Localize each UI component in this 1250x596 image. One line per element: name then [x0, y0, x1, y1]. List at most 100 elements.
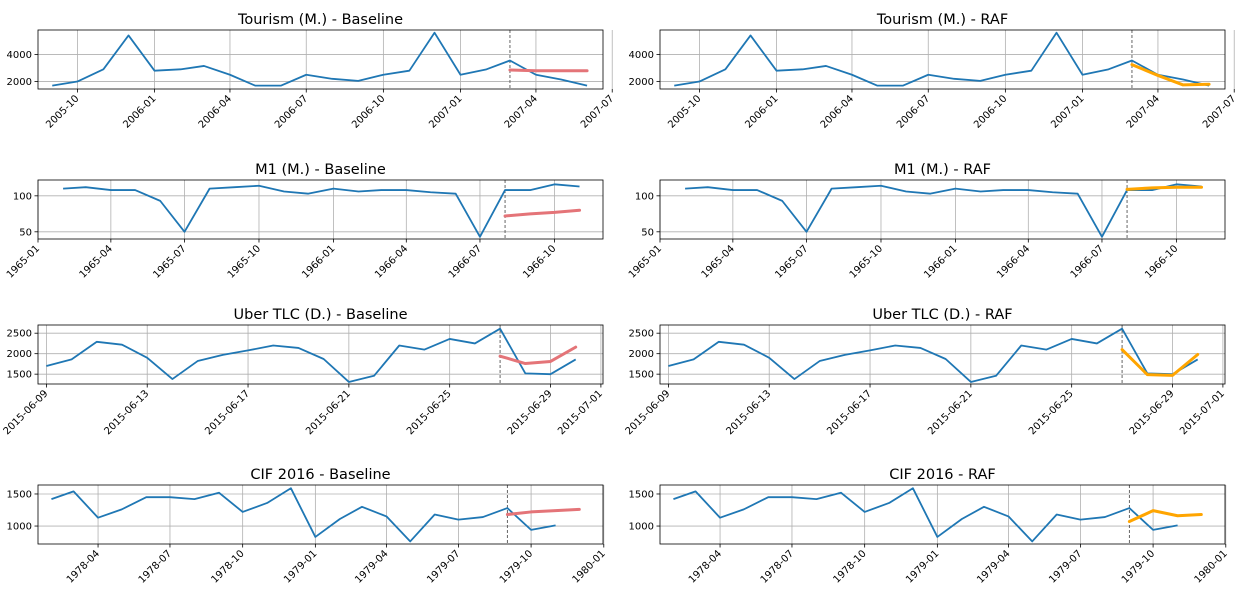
y-tick-label: 1000 — [629, 522, 654, 533]
x-tick-label: 2006-10 — [350, 93, 387, 130]
x-tick-label: 2015-07-01 — [1178, 388, 1227, 437]
x-tick-label: 2007-01 — [1049, 93, 1086, 130]
x-tick-label: 2006-01 — [121, 93, 158, 130]
chart-title: CIF 2016 - RAF — [889, 467, 995, 483]
chart-panel-1: Tourism (M.) - Baseline 2005-10 2006-01 200… — [7, 12, 617, 131]
x-tick-label: 1979-01 — [282, 548, 319, 585]
raf-forecast-line — [1125, 185, 1204, 191]
chart-panel-2: Tourism (M.) - RAF 2005-10 2006-01 2006-04 2… — [629, 12, 1239, 131]
x-tick-label: 2015-06-25 — [405, 388, 454, 437]
x-tick-label: 1979-01 — [904, 548, 941, 585]
y-tick-label: 2500 — [629, 329, 654, 340]
x-tick-label: 1966-04 — [995, 243, 1032, 280]
x-tick-label: 2006-04 — [197, 93, 234, 130]
baseline-forecast-line — [508, 68, 589, 73]
chart-title: Uber TLC (D.) - Baseline — [234, 307, 408, 323]
x-tick-label: 2015-06-09 — [624, 388, 673, 437]
chart-title: Tourism (M.) - Baseline — [237, 12, 403, 28]
history-series-line — [46, 327, 577, 383]
x-tick-label: 1965-07 — [151, 243, 188, 280]
axes-frame — [37, 484, 604, 545]
x-tick-label: 1978-04 — [65, 548, 102, 585]
x-tick-label: 2015-06-13 — [724, 388, 773, 437]
x-tick-label: 2006-07 — [273, 93, 310, 130]
chart-panel-8: CIF 2016 - RAF 1978-04 1978-07 1978-10 1979-… — [629, 467, 1230, 586]
x-tick-label: 1966-10 — [1143, 243, 1180, 280]
chart-title: Uber TLC (D.) - RAF — [872, 307, 1012, 323]
y-tick-label: 2000 — [7, 349, 32, 360]
y-tick-label: 1500 — [629, 489, 654, 500]
history-series-line — [668, 327, 1199, 383]
x-tick-label: 2015-06-29 — [1128, 388, 1177, 437]
x-tick-label: 2015-06-17 — [825, 388, 874, 437]
history-series-line — [674, 31, 1210, 87]
x-tick-label: 1979-10 — [1120, 548, 1157, 585]
x-tick-label: 1978-07 — [137, 548, 174, 585]
x-tick-label: 1979-07 — [425, 548, 462, 585]
y-tick-label: 1500 — [629, 370, 654, 381]
y-tick-label: 2500 — [7, 329, 32, 340]
x-tick-label: 2015-06-29 — [506, 388, 555, 437]
chart-panel-6: Uber TLC (D.) - RAF 2015-06-09 2015-06-13 2… — [624, 307, 1227, 437]
x-tick-label: 2005-10 — [666, 93, 703, 130]
x-tick-label: 2007-07 — [579, 93, 616, 130]
x-tick-label: 1965-01 — [627, 243, 664, 280]
y-tick-label: 4000 — [629, 50, 654, 61]
x-tick-label: 1966-01 — [922, 243, 959, 280]
x-tick-label: 1966-04 — [373, 243, 410, 280]
chart-title: M1 (M.) - RAF — [894, 162, 991, 178]
chart-title: CIF 2016 - Baseline — [250, 467, 390, 483]
x-tick-label: 1965-01 — [5, 243, 42, 280]
history-series-line — [52, 31, 588, 87]
y-tick-label: 1000 — [7, 522, 32, 533]
x-tick-label: 1965-04 — [700, 243, 737, 280]
x-tick-label: 1978-04 — [687, 548, 724, 585]
x-tick-label: 1965-10 — [226, 243, 263, 280]
y-tick-label: 100 — [635, 191, 654, 202]
x-tick-label: 2015-06-25 — [1027, 388, 1076, 437]
raf-forecast-line — [1120, 348, 1200, 377]
x-tick-label: 2006-01 — [743, 93, 780, 130]
x-tick-label: 1978-10 — [209, 548, 246, 585]
x-tick-label: 1978-07 — [759, 548, 796, 585]
axes-frame — [37, 179, 604, 240]
x-tick-label: 2015-06-09 — [2, 388, 51, 437]
history-series-line — [51, 487, 556, 543]
raf-forecast-line — [1127, 509, 1203, 524]
x-tick-label: 1966-01 — [300, 243, 337, 280]
x-tick-label: 1979-10 — [498, 548, 535, 585]
y-tick-label: 2000 — [629, 349, 654, 360]
history-series-line — [673, 487, 1178, 543]
x-tick-label: 1979-04 — [353, 548, 390, 585]
chart-title: M1 (M.) - Baseline — [255, 162, 386, 178]
x-tick-label: 1979-07 — [1047, 548, 1084, 585]
axes-frame — [659, 324, 1226, 385]
x-tick-label: 2007-04 — [503, 93, 540, 130]
x-tick-label: 1966-10 — [521, 243, 558, 280]
baseline-forecast-line — [505, 507, 581, 516]
chart-panel-4: M1 (M.) - RAF 1965-01 1965-04 1965-07 1965-1… — [627, 162, 1226, 281]
x-tick-label: 2015-07-01 — [556, 388, 605, 437]
axes-frame — [37, 29, 604, 90]
baseline-forecast-line — [503, 208, 582, 218]
axes-frame — [659, 484, 1226, 545]
baseline-forecast-line — [498, 345, 578, 366]
chart-panel-5: Uber TLC (D.) - Baseline 2015-06-09 2015-0… — [2, 307, 605, 437]
chart-title: Tourism (M.) - RAF — [876, 12, 1008, 28]
axes-frame — [37, 324, 604, 385]
y-tick-label: 50 — [641, 227, 654, 238]
x-tick-label: 2015-06-17 — [203, 388, 252, 437]
y-tick-label: 100 — [13, 191, 32, 202]
chart-panel-3: M1 (M.) - Baseline 1965-01 1965-04 1965-07 1… — [5, 162, 604, 281]
axes-frame — [659, 29, 1226, 90]
x-tick-label: 1978-10 — [831, 548, 868, 585]
y-tick-label: 50 — [19, 227, 32, 238]
x-tick-label: 2015-06-21 — [926, 388, 975, 437]
x-tick-label: 2007-01 — [427, 93, 464, 130]
axes-frame — [659, 179, 1226, 240]
x-tick-label: 2006-07 — [895, 93, 932, 130]
y-tick-label: 1500 — [7, 489, 32, 500]
history-series-line — [63, 183, 580, 238]
x-tick-label: 2007-04 — [1125, 93, 1162, 130]
